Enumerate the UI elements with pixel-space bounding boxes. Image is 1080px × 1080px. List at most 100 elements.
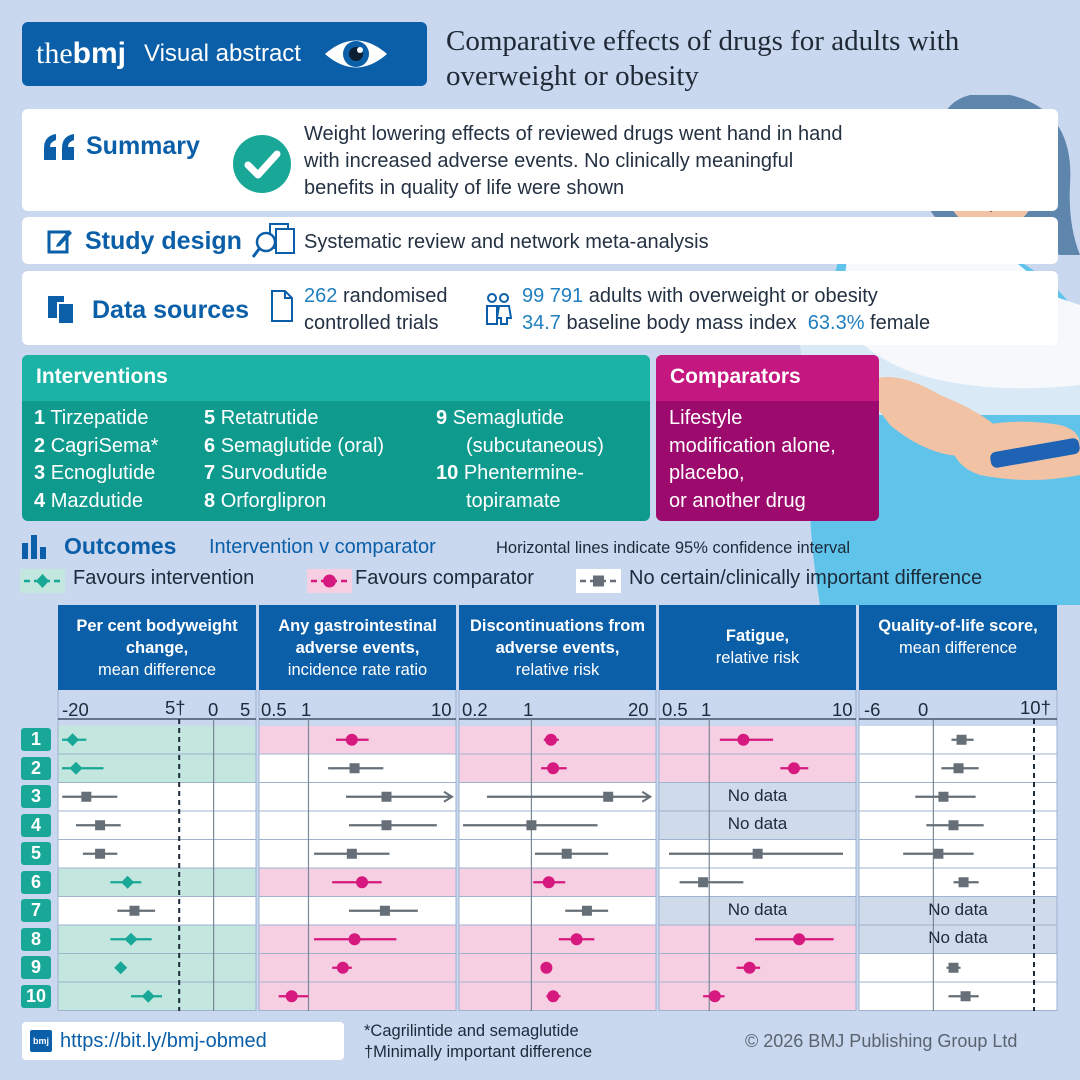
point-estimate — [960, 991, 971, 1002]
footnote-2: †Minimally important difference — [364, 1043, 593, 1061]
tick-label: -20 — [62, 699, 89, 720]
no-data-label: No data — [727, 899, 788, 919]
legend-none-label: No certain/clinically important differen… — [629, 567, 983, 589]
interventions-label: Interventions — [22, 355, 650, 401]
legend-swatch-comparator — [307, 569, 352, 593]
page-title: Comparative effects of drugs for adults … — [446, 25, 960, 92]
row-background — [859, 925, 1057, 953]
brand-banner: thebmj Visual abstract — [22, 22, 427, 86]
tick-label: 0.5 — [261, 699, 287, 720]
intervention-item: 5 Retatrutide — [204, 407, 319, 429]
point-estimate — [95, 820, 106, 831]
point-estimate — [69, 761, 83, 775]
point-estimate — [124, 932, 138, 946]
intervention-item: 10 Phentermine- — [436, 462, 584, 484]
row-background — [659, 982, 856, 1010]
comparators-box: Comparators Lifestyle modification alone… — [656, 355, 879, 521]
point-estimate — [787, 762, 800, 775]
quote-icon — [44, 134, 74, 160]
comparator-line: modification alone, — [669, 434, 836, 457]
row-background — [58, 897, 256, 925]
intervention-item-line2: topiramate — [466, 489, 561, 512]
intervention-item: 4 Mazdutide — [34, 489, 143, 512]
point-estimate — [948, 962, 959, 973]
point-estimate — [381, 791, 392, 802]
document-icon — [271, 290, 293, 322]
interventions-col-1: 1 Tirzepatide 2 CagriSema* 3 Ecnoglutide… — [34, 405, 159, 515]
legend: Favours intervention Favours comparator … — [20, 567, 1070, 595]
intervention-item: 7 Survodutide — [204, 462, 328, 484]
row-background — [259, 954, 456, 982]
col-head-gi: Any gastrointestinal adverse events, inci… — [259, 605, 456, 690]
bmj-small-logo: bmj — [30, 1030, 52, 1052]
row-background — [659, 754, 856, 782]
row-number: 1 — [21, 728, 51, 751]
point-estimate — [348, 933, 361, 946]
legend-swatch-none — [576, 569, 621, 593]
tick-label: 5 — [240, 699, 251, 720]
row-number: 8 — [21, 927, 51, 951]
point-estimate — [752, 848, 763, 859]
row-background — [58, 868, 256, 896]
study-design-card — [22, 217, 1058, 264]
ci-arrow — [443, 790, 454, 803]
legend-swatch-intervention — [20, 569, 65, 593]
col-head-discontinuation: Discontinuations from adverse events, rel… — [459, 605, 656, 690]
outcomes-note: Horizontal lines indicate 95% confidence… — [496, 539, 851, 557]
point-estimate — [66, 733, 80, 747]
bmj-logo: thebmj — [36, 37, 126, 70]
data-sources-card — [22, 271, 1058, 345]
tick-label: 0.5 — [662, 699, 688, 720]
no-data-label: No data — [727, 785, 788, 805]
comparator-line: or another drug — [669, 489, 806, 512]
legend-comparator-label: Favours comparator — [355, 567, 534, 589]
point-estimate — [698, 877, 709, 888]
point-estimate — [545, 733, 558, 746]
pencil-icon — [47, 230, 72, 254]
row-background — [58, 954, 256, 982]
tick-label: 5† — [165, 697, 186, 718]
tick-label: 0 — [918, 699, 929, 720]
people-icon — [486, 293, 512, 325]
row-background — [659, 897, 856, 925]
point-estimate — [547, 762, 560, 775]
point-estimate — [547, 990, 560, 1003]
point-estimate — [953, 763, 964, 774]
point-estimate — [346, 848, 357, 859]
point-estimate — [540, 961, 553, 974]
interventions-col-2: 5 Retatrutide 6 Semaglutide (oral) 7 Sur… — [204, 405, 384, 515]
visual-abstract-label: Visual abstract — [144, 40, 301, 67]
intervention-item-line2: (subcutaneous) — [466, 434, 604, 457]
tick-label: 0.2 — [462, 699, 488, 720]
url-link[interactable]: bmj https://bit.ly/bmj-obmed — [22, 1022, 344, 1060]
intervention-item: 8 Orforglipron — [204, 489, 327, 512]
point-estimate — [793, 933, 806, 946]
row-background — [659, 783, 856, 811]
point-estimate — [958, 877, 969, 888]
point-estimate — [336, 961, 349, 974]
point-estimate — [379, 905, 390, 916]
point-estimate — [345, 733, 358, 746]
point-estimate — [114, 961, 128, 975]
copyright: © 2026 BMJ Publishing Group Ltd — [745, 1031, 1018, 1051]
row-number: 5 — [21, 842, 51, 865]
point-estimate — [938, 791, 949, 802]
intervention-item: 6 Semaglutide (oral) — [204, 434, 385, 457]
point-estimate — [356, 876, 369, 889]
tick-label: 1 — [701, 699, 712, 720]
col-head-fatigue: Fatigue, relative risk — [659, 605, 856, 690]
intervention-item: 2 CagriSema* — [34, 434, 159, 457]
row-background — [659, 811, 856, 839]
row-number: 7 — [21, 899, 51, 922]
magnifier-documents-icon — [252, 223, 295, 258]
row-number: 10 — [21, 984, 51, 1008]
outcomes-subtitle: Intervention v comparator — [209, 536, 436, 558]
no-data-label: No data — [928, 928, 988, 948]
outcomes-label: Outcomes — [64, 533, 177, 559]
url-text[interactable]: https://bit.ly/bmj-obmed — [60, 1029, 267, 1052]
point-estimate — [737, 733, 750, 746]
row-background — [459, 925, 656, 953]
tick-label: 10 — [431, 699, 452, 720]
comparators-label: Comparators — [656, 355, 879, 401]
